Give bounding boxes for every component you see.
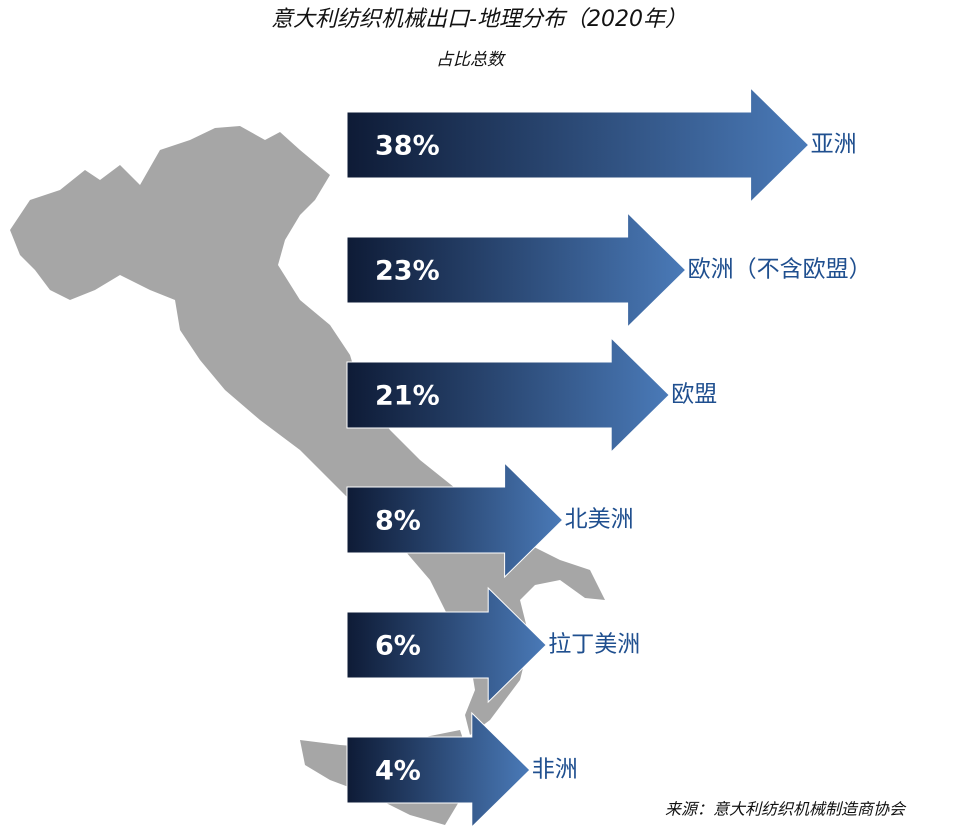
category-label: 欧盟	[671, 382, 717, 408]
category-label: 欧洲（不含欧盟）	[688, 257, 872, 283]
arrow-bar	[346, 336, 670, 454]
category-label: 亚洲	[811, 132, 857, 158]
category-label: 拉丁美洲	[548, 632, 640, 658]
value-label: 21%	[375, 381, 440, 412]
arrow-bar	[346, 86, 810, 204]
arrow-bar	[346, 586, 547, 704]
chart-subtitle: 占比总数	[436, 50, 506, 70]
arrow-bar	[346, 211, 687, 329]
chart-title: 意大利纺织机械出口-地理分布（2020年）	[271, 7, 687, 32]
category-label: 非洲	[532, 757, 578, 783]
value-label: 6%	[375, 631, 421, 662]
source-note: 来源：意大利纺织机械制造商协会	[665, 800, 907, 819]
value-label: 8%	[375, 506, 421, 537]
category-label: 北美洲	[565, 507, 634, 533]
value-label: 38%	[375, 131, 440, 162]
arrow-bar	[346, 461, 564, 579]
value-label: 4%	[375, 756, 421, 787]
value-label: 23%	[375, 256, 440, 287]
arrow-bar	[346, 711, 531, 829]
